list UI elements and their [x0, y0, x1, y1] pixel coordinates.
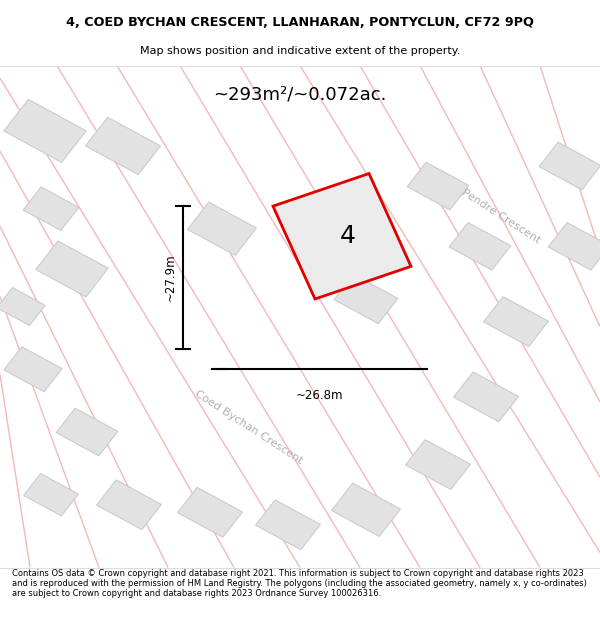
- Text: Contains OS data © Crown copyright and database right 2021. This information is : Contains OS data © Crown copyright and d…: [12, 569, 587, 599]
- Polygon shape: [454, 372, 518, 422]
- Polygon shape: [85, 118, 161, 174]
- Polygon shape: [0, 288, 45, 326]
- Polygon shape: [548, 222, 600, 270]
- Polygon shape: [331, 483, 401, 536]
- Polygon shape: [23, 474, 79, 516]
- Text: ~293m²/~0.072ac.: ~293m²/~0.072ac.: [214, 86, 386, 104]
- Polygon shape: [449, 222, 511, 270]
- Text: 4, COED BYCHAN CRESCENT, LLANHARAN, PONTYCLUN, CF72 9PQ: 4, COED BYCHAN CRESCENT, LLANHARAN, PONT…: [66, 16, 534, 29]
- Polygon shape: [23, 187, 79, 231]
- Text: Pendre Crescent: Pendre Crescent: [460, 187, 542, 245]
- Text: Coed Bychan Crescent: Coed Bychan Crescent: [193, 388, 305, 466]
- Polygon shape: [256, 500, 320, 550]
- Polygon shape: [539, 142, 600, 190]
- Polygon shape: [36, 241, 108, 297]
- Text: Map shows position and indicative extent of the property.: Map shows position and indicative extent…: [140, 46, 460, 56]
- Polygon shape: [178, 488, 242, 538]
- Polygon shape: [273, 174, 411, 299]
- Polygon shape: [56, 408, 118, 456]
- Polygon shape: [406, 440, 470, 489]
- Polygon shape: [294, 208, 360, 259]
- Polygon shape: [484, 297, 548, 346]
- Polygon shape: [4, 99, 86, 162]
- Polygon shape: [407, 162, 469, 210]
- Polygon shape: [4, 347, 62, 392]
- Polygon shape: [334, 274, 398, 324]
- Text: 4: 4: [340, 224, 356, 248]
- Polygon shape: [97, 480, 161, 530]
- Polygon shape: [187, 202, 257, 256]
- Text: ~26.8m: ~26.8m: [296, 389, 343, 402]
- Text: ~27.9m: ~27.9m: [163, 254, 176, 301]
